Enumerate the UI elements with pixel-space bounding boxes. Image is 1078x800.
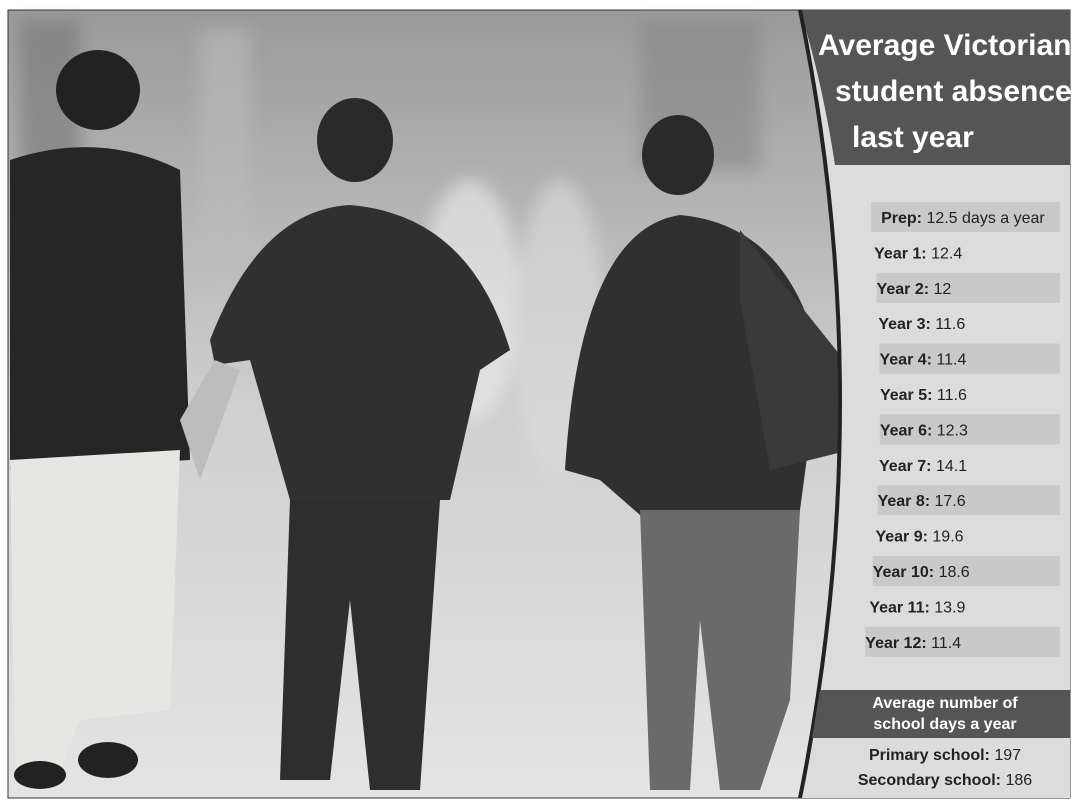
clipping: Average Victorian student absences last ye… <box>0 0 1078 800</box>
footer-label: Primary school: <box>869 747 990 764</box>
row: Year 10: 18.6 <box>873 564 970 581</box>
row-value: 12.5 days a year <box>926 210 1045 227</box>
row-value: 11.4 <box>931 635 961 652</box>
footer-row: Primary school: 197 <box>869 747 1021 764</box>
row-value: 19.6 <box>932 529 963 546</box>
row-label: Year 10: <box>873 564 934 581</box>
row-value: 11.6 <box>937 387 967 404</box>
row-value: 11.6 <box>935 316 965 333</box>
row: Year 5: 11.6 <box>880 387 967 404</box>
row-label: Year 8: <box>878 493 930 510</box>
row: Year 12: 11.4 <box>865 635 961 652</box>
row-label: Year 2: <box>877 281 929 298</box>
row: Year 9: 19.6 <box>875 529 963 546</box>
footer-value: 186 <box>1005 772 1032 789</box>
row: Year 6: 12.3 <box>880 422 968 439</box>
row-value: 12 <box>934 281 952 298</box>
footer-value: 197 <box>994 747 1021 764</box>
row-value: 11.4 <box>936 352 966 369</box>
row-label: Year 3: <box>878 316 930 333</box>
row-value: 17.6 <box>935 493 966 510</box>
row-label: Year 4: <box>879 352 931 369</box>
footer-title: Average number of <box>872 695 1018 712</box>
footer-title: school days a year <box>873 716 1016 733</box>
row-label: Year 9: <box>875 529 927 546</box>
row-label: Year 11: <box>869 599 930 616</box>
row-value: 12.4 <box>931 245 962 262</box>
row: Year 4: 11.4 <box>879 352 966 369</box>
row: Year 11: 13.9 <box>869 599 965 616</box>
row-label: Year 12: <box>865 635 926 652</box>
row-label: Prep: <box>881 210 922 227</box>
row-value: 13.9 <box>934 599 965 616</box>
row: Prep: 12.5 days a year <box>881 210 1045 227</box>
row-value: 18.6 <box>939 564 970 581</box>
row: Year 3: 11.6 <box>878 316 965 333</box>
row: Year 2: 12 <box>877 281 952 298</box>
panel-title: Average Victorian <box>818 29 1071 62</box>
row-value: 14.1 <box>936 458 967 475</box>
row-value: 12.3 <box>937 422 968 439</box>
row-label: Year 7: <box>879 458 931 475</box>
panel-title: student absences <box>835 75 1078 108</box>
footer-label: Secondary school: <box>858 772 1001 789</box>
footer-row: Secondary school: 186 <box>858 772 1032 789</box>
panel-title: last year <box>852 121 974 154</box>
row-label: Year 5: <box>880 387 932 404</box>
row: Year 7: 14.1 <box>879 458 967 475</box>
row-label: Year 1: <box>874 245 926 262</box>
row: Year 8: 17.6 <box>878 493 966 510</box>
row: Year 1: 12.4 <box>874 245 962 262</box>
row-label: Year 6: <box>880 422 932 439</box>
